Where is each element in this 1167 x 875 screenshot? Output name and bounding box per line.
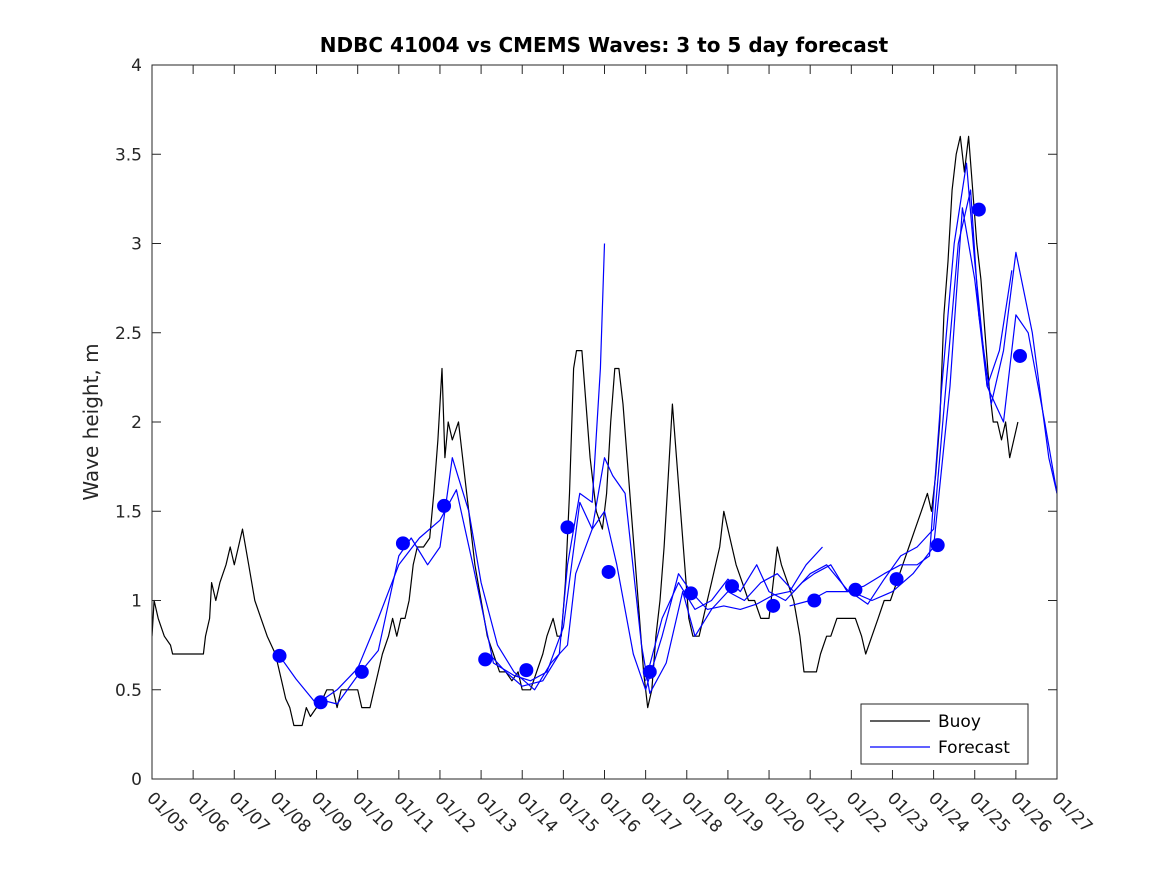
forecast-marker [683,586,698,601]
forecast-marker [766,598,781,613]
forecast-marker [519,663,534,678]
forecast-series-line [488,243,606,687]
y-axis-label: Wave height, m [79,343,103,500]
forecast-marker [478,652,493,667]
forecast-marker [601,564,616,579]
y-tick-label: 4 [131,56,142,76]
y-tick-label: 1 [131,592,142,612]
y-tick-label: 1.5 [115,502,142,522]
legend: Buoy Forecast [860,703,1029,765]
forecast-series-line [645,162,1013,681]
forecast-marker [560,520,575,535]
buoy-series-line [152,135,1019,727]
forecast-series-line [789,207,1057,607]
forecast-marker [848,582,863,597]
forecast-marker [642,664,657,679]
y-tick-label: 2 [131,413,142,433]
y-tick-label: 3.5 [115,145,142,165]
y-tick-label: 0.5 [115,681,142,701]
y-tick-label: 3 [131,235,142,255]
y-tick-label: 0 [131,770,142,790]
chart-title: NDBC 41004 vs CMEMS Waves: 3 to 5 day fo… [320,33,889,57]
forecast-marker [971,202,986,217]
forecast-marker [930,538,945,553]
legend-forecast-label: Forecast [938,738,1010,758]
forecast-marker [272,648,287,663]
legend-buoy-label: Buoy [938,712,981,732]
forecast-marker [354,664,369,679]
forecast-marker [437,498,452,513]
forecast-marker [1012,348,1027,363]
legend-box [860,703,1029,765]
forecast-marker [313,695,328,710]
forecast-marker [395,536,410,551]
forecast-series-line [279,489,823,705]
forecast-marker [725,579,740,594]
forecast-marker [807,593,822,608]
forecast-series-line [316,189,1057,705]
y-tick-label: 2.5 [115,324,142,344]
forecast-marker [889,572,904,587]
